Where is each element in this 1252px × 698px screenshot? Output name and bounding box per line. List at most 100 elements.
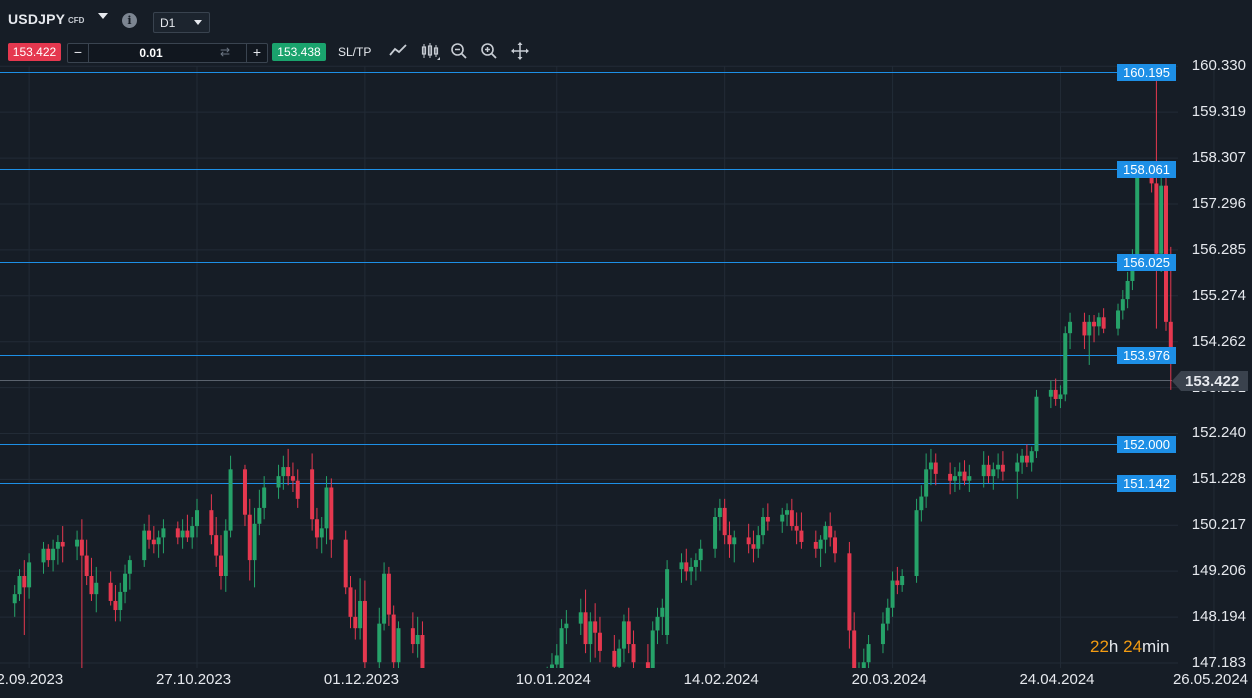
candle-body: [645, 662, 650, 668]
candle-body: [717, 507, 722, 517]
line-chart-icon[interactable]: [388, 41, 408, 61]
candle-body: [986, 464, 991, 477]
symbol-type: CFD: [68, 16, 85, 25]
candle-body: [228, 469, 233, 531]
candle-body: [209, 510, 214, 536]
zoom-in-icon[interactable]: [479, 41, 499, 61]
candle-body: [1135, 176, 1140, 259]
candle-body: [252, 523, 257, 561]
candle-body: [660, 607, 665, 617]
candles: [12, 72, 1173, 668]
candle-body: [84, 555, 89, 576]
swap-icon[interactable]: ⇄: [220, 45, 231, 59]
candle-body: [722, 507, 727, 536]
candle-body: [89, 575, 94, 595]
buy-button[interactable]: 153.438: [272, 43, 326, 61]
candle-body: [1063, 333, 1068, 395]
candle-body: [679, 562, 684, 570]
candle-body: [578, 612, 583, 624]
candle-body: [1125, 280, 1130, 300]
candlestick-icon[interactable]: [420, 41, 440, 61]
level-badge[interactable]: 153.976: [1117, 347, 1176, 364]
chart-grid: [0, 65, 1215, 668]
candle-body: [612, 650, 617, 667]
candle-body: [324, 487, 329, 529]
candle-body: [156, 537, 161, 545]
increase-quantity-button[interactable]: +: [246, 44, 267, 62]
symbol-name[interactable]: USDJPY: [8, 11, 66, 27]
candle-body: [75, 539, 80, 547]
move-icon[interactable]: [510, 41, 530, 61]
candle-body: [214, 535, 219, 556]
candle-body: [1068, 321, 1073, 334]
x-tick-label: 10.01.2024: [515, 671, 591, 688]
level-badge[interactable]: 158.061: [1117, 161, 1176, 178]
candle-body: [382, 573, 387, 624]
y-tick-label: 158.307: [1191, 149, 1246, 167]
candle-body: [617, 648, 622, 667]
candle-body: [420, 634, 425, 668]
candle-body: [933, 462, 938, 474]
sltp-button[interactable]: SL/TP: [338, 45, 372, 59]
candle-body: [823, 526, 828, 540]
candle-body: [185, 530, 190, 538]
decrease-quantity-button[interactable]: −: [68, 44, 89, 62]
candle-body: [180, 530, 185, 538]
level-badge[interactable]: 152.000: [1117, 436, 1176, 453]
candle-body: [593, 621, 598, 633]
y-tick-label: 149.206: [1191, 562, 1246, 580]
x-tick-label: 27.10.2023: [156, 671, 232, 688]
horizontal-lines: [0, 72, 1172, 484]
quantity-input[interactable]: 0.01: [139, 46, 163, 60]
zoom-out-icon[interactable]: [449, 41, 469, 61]
x-tick-label: 26.05.2024: [1172, 671, 1249, 688]
current-price-badge: 153.422: [1172, 370, 1248, 391]
y-tick-label: 148.194: [1191, 608, 1246, 626]
y-tick-label: 155.274: [1191, 286, 1246, 304]
symbol-dropdown-icon[interactable]: [98, 13, 108, 19]
y-tick-label: 159.319: [1191, 103, 1246, 121]
candle-body: [415, 634, 420, 645]
candle-body: [861, 662, 866, 668]
level-badge[interactable]: 160.195: [1117, 64, 1176, 81]
candle-body: [650, 630, 655, 668]
sell-button[interactable]: 153.422: [8, 43, 61, 61]
candle-body: [161, 528, 166, 538]
candle-body: [952, 476, 957, 481]
candle-body: [343, 539, 348, 588]
candle-body: [1120, 299, 1125, 311]
current-price-badge-shape: [1172, 370, 1248, 391]
candle-body: [123, 573, 128, 592]
candle-body: [151, 539, 156, 545]
candle-body: [410, 628, 415, 645]
candle-body: [147, 530, 152, 540]
timeframe-select[interactable]: D1: [153, 12, 210, 33]
candle-body: [900, 575, 905, 586]
candle-body: [828, 526, 833, 538]
candle-body: [732, 537, 737, 545]
candle-body: [1058, 394, 1063, 399]
candle-body: [761, 516, 766, 536]
candle-body: [190, 526, 195, 538]
countdown-minutes: 24: [1123, 637, 1143, 656]
level-badge[interactable]: 156.025: [1117, 254, 1176, 271]
candle-body: [391, 614, 396, 663]
candle-body: [396, 628, 401, 663]
candle-body: [79, 539, 84, 556]
candle-body: [17, 575, 22, 595]
candle-body: [895, 580, 900, 586]
quantity-stepper[interactable]: − 0.01 ⇄ +: [67, 43, 268, 63]
candle-body: [46, 548, 51, 561]
candle-body: [948, 473, 953, 481]
candle-body: [329, 487, 334, 540]
level-badge[interactable]: 151.142: [1117, 475, 1176, 492]
candle-body: [713, 516, 718, 549]
y-tick-label: 157.296: [1191, 195, 1246, 212]
candle-body: [924, 469, 929, 497]
candle-body: [914, 510, 919, 576]
candle-body: [60, 541, 65, 547]
candle-body: [286, 467, 291, 477]
info-icon[interactable]: i: [122, 13, 137, 28]
candle-body: [655, 616, 660, 631]
